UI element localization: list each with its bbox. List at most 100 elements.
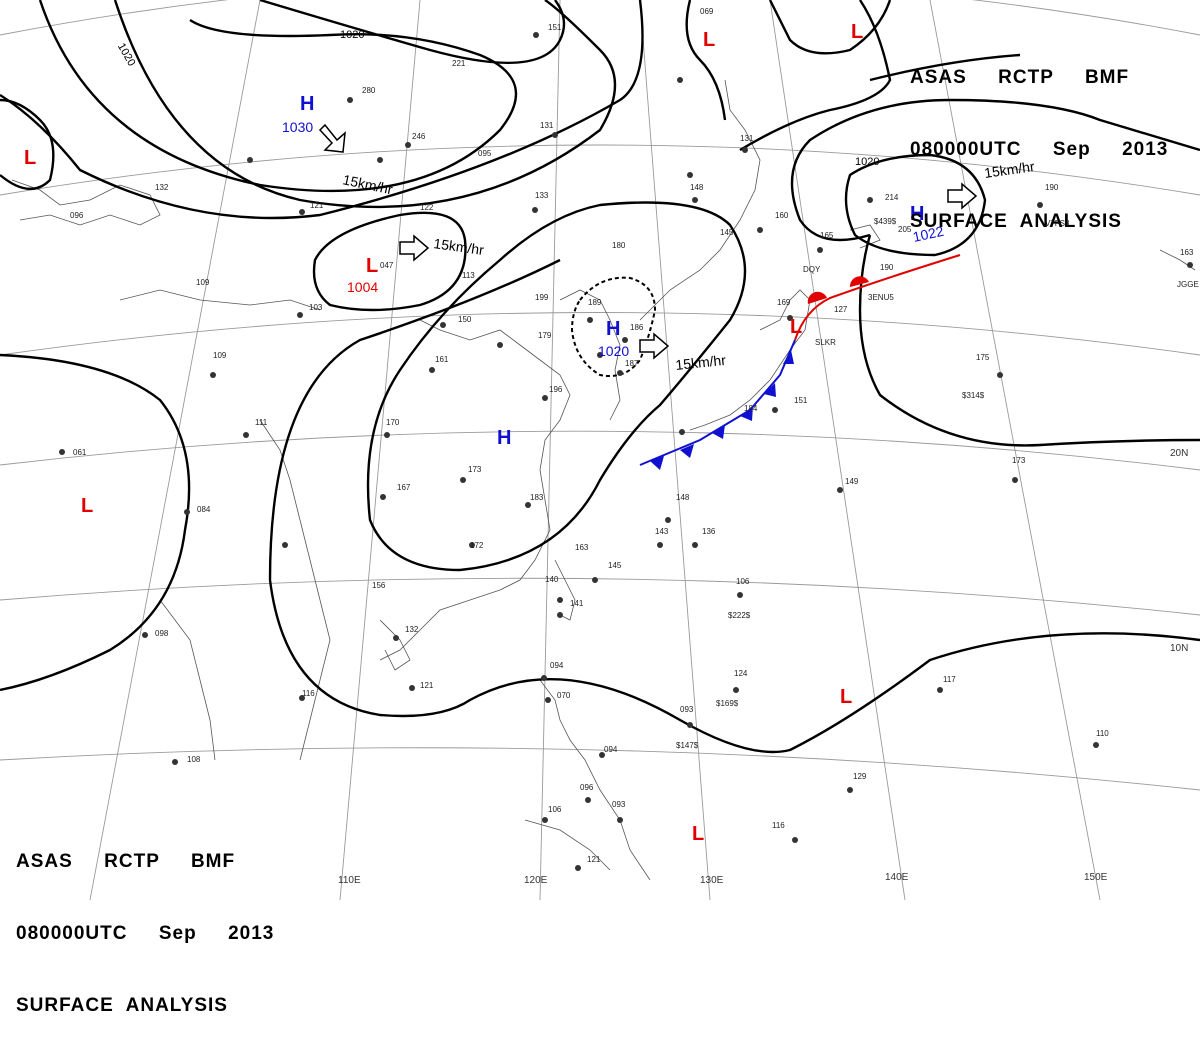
svg-text:196: 196: [549, 385, 563, 394]
svg-text:121: 121: [420, 681, 434, 690]
graticule: [0, 0, 1200, 900]
svg-text:098: 098: [155, 629, 169, 638]
svg-text:143: 143: [655, 527, 669, 536]
svg-text:061: 061: [73, 448, 87, 457]
isobar-label-1020-north: 1020: [340, 29, 364, 41]
svg-text:151: 151: [548, 23, 562, 32]
svg-text:069: 069: [700, 7, 714, 16]
header-top-line2: 080000UTC Sep 2013: [910, 139, 1169, 160]
svg-text:145: 145: [608, 561, 622, 570]
station-numbers: 280 221 151 131 095 246 132 096 121 122 047 11…: [70, 7, 1194, 864]
svg-text:173: 173: [1012, 456, 1026, 465]
svg-text:110: 110: [1096, 729, 1109, 738]
svg-text:131: 131: [540, 121, 554, 130]
svg-text:095: 095: [478, 149, 492, 158]
svg-text:106: 106: [548, 805, 562, 814]
svg-text:205: 205: [898, 225, 912, 234]
svg-text:141: 141: [570, 599, 584, 608]
lon-label-110e: 110E: [338, 875, 361, 886]
svg-text:131: 131: [740, 134, 754, 143]
svg-text:170: 170: [386, 418, 400, 427]
svg-text:165: 165: [820, 231, 834, 240]
svg-text:169: 169: [777, 298, 791, 307]
coastlines: [11, 79, 1196, 881]
svg-text:133: 133: [535, 191, 549, 200]
lat-label-20n: 20N: [1170, 448, 1188, 459]
header-top-line1: ASAS RCTP BMF: [910, 67, 1130, 88]
svg-text:094: 094: [604, 745, 618, 754]
svg-text:$222$: $222$: [728, 611, 751, 620]
header-bottom-line1: ASAS RCTP BMF: [16, 851, 236, 872]
svg-text:189: 189: [588, 298, 602, 307]
svg-text:122: 122: [420, 203, 434, 212]
svg-text:JGGE: JGGE: [1177, 280, 1199, 289]
svg-text:106: 106: [736, 577, 750, 586]
svg-text:132: 132: [155, 183, 169, 192]
high-pressure-value: 1020: [598, 343, 629, 359]
motion-labels: 15km/hr 15km/hr 15km/hr 15km/hr: [341, 158, 1035, 373]
svg-text:246: 246: [412, 132, 426, 141]
svg-text:129: 129: [853, 772, 867, 781]
svg-text:280: 280: [362, 86, 376, 95]
svg-text:108: 108: [187, 755, 201, 764]
low-pressure-value: 1004: [347, 279, 378, 295]
svg-text:117: 117: [943, 675, 956, 684]
low-symbol: L: [81, 495, 93, 517]
svg-text:145: 145: [720, 228, 734, 237]
svg-text:190: 190: [880, 263, 894, 272]
svg-text:DQY: DQY: [803, 265, 821, 274]
svg-text:180: 180: [612, 241, 626, 250]
isobar-dashed: [570, 276, 657, 377]
svg-text:163: 163: [1180, 248, 1194, 257]
svg-text:116: 116: [772, 821, 785, 830]
station-id-labels: DQY SLKR 3ENU5 V7FS3 JGGE $439$ $314$ $2…: [676, 217, 1199, 750]
svg-text:221: 221: [452, 59, 466, 68]
svg-text:$439$: $439$: [874, 217, 897, 226]
high-symbol: H: [300, 93, 314, 115]
isobars: [0, 0, 1200, 754]
cold-front: [639, 339, 796, 470]
svg-text:173: 173: [468, 465, 482, 474]
svg-text:179: 179: [538, 331, 552, 340]
pressure-systems: H 1030 L 1004 H 1020 H 1022 H L L L L L …: [24, 21, 945, 845]
isobar-label-1020-east: 1020: [855, 156, 879, 168]
svg-text:190: 190: [1045, 183, 1059, 192]
svg-text:151: 151: [794, 396, 808, 405]
svg-text:184: 184: [744, 404, 758, 413]
motion-label-2: 15km/hr: [433, 235, 486, 258]
warm-front: [794, 254, 961, 341]
svg-text:187: 187: [625, 359, 639, 368]
svg-text:096: 096: [70, 211, 84, 220]
low-symbol: L: [24, 147, 36, 169]
header-top-line3: SURFACE ANALYSIS: [910, 211, 1122, 232]
svg-text:093: 093: [612, 800, 626, 809]
graticule-labels: 110E 120E 130E 140E 150E 20N 10N: [338, 448, 1188, 886]
svg-text:096: 096: [580, 783, 594, 792]
high-pressure-value: 1030: [282, 119, 313, 135]
svg-text:V7FS3: V7FS3: [1045, 219, 1070, 228]
svg-text:070: 070: [557, 691, 571, 700]
svg-text:113: 113: [462, 271, 475, 280]
svg-text:161: 161: [435, 355, 449, 364]
svg-text:149: 149: [845, 477, 859, 486]
isobar-labels: 1020 1020 1020: [115, 29, 880, 168]
svg-text:183: 183: [530, 493, 544, 502]
svg-text:214: 214: [885, 193, 899, 202]
svg-text:156: 156: [372, 581, 386, 590]
svg-text:150: 150: [458, 315, 472, 324]
motion-label-1: 15km/hr: [341, 171, 394, 197]
svg-text:132: 132: [405, 625, 419, 634]
isobar-label-1020-west: 1020: [115, 41, 138, 68]
high-symbol: H: [606, 318, 620, 340]
lat-label-10n: 10N: [1170, 643, 1188, 654]
svg-text:084: 084: [197, 505, 211, 514]
header-top: ASAS RCTP BMF 080000UTC Sep 2013 SURFACE…: [910, 18, 1168, 258]
svg-text:047: 047: [380, 261, 394, 270]
header-bottom: ASAS RCTP BMF 080000UTC Sep 2013 SURFACE…: [16, 802, 274, 1042]
motion-arrows: [318, 123, 978, 360]
svg-text:140: 140: [545, 575, 559, 584]
svg-text:199: 199: [535, 293, 549, 302]
svg-text:$147$: $147$: [676, 741, 699, 750]
svg-text:111: 111: [255, 418, 268, 427]
surface-analysis-map: 280 221 151 131 095 246 132 096 121 122 047 11…: [0, 0, 1200, 900]
